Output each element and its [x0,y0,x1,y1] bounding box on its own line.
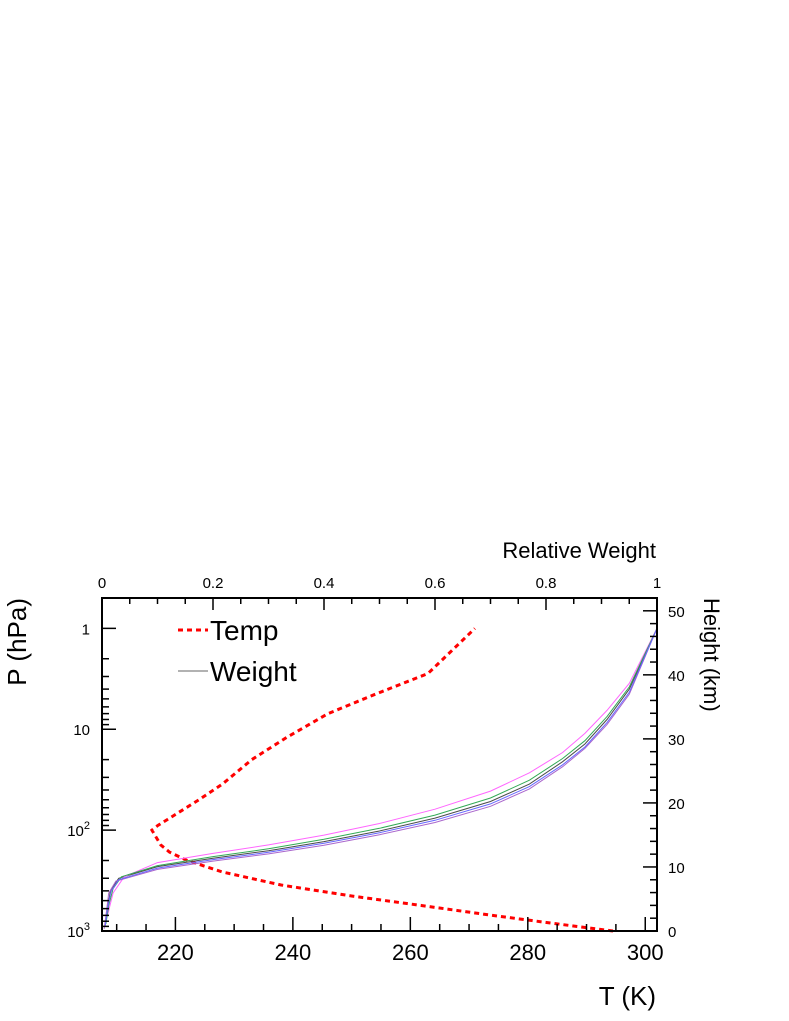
series-weight-line [104,628,658,927]
x-top-tick-label: 0.6 [425,575,446,592]
y-left-tick-exponent: 3 [84,921,90,933]
y-left-tick-label: 102 [67,820,90,840]
legend-temp-label: Temp [210,615,278,646]
y-left-tick-label: 10 [73,722,90,739]
y-right-tick-label: 30 [668,732,685,749]
y-left-tick-label: 103 [67,921,90,941]
x-bottom-tick-label: 300 [627,940,664,965]
legend: Temp Weight [178,615,297,687]
series-weight-variant-5-line [104,628,658,926]
y-right-tick-label: 40 [668,668,685,685]
y-axis-right-title: Height (km) [699,598,724,712]
x-bottom-tick-label: 220 [157,940,194,965]
y-left-tick-exponent: 2 [84,820,90,832]
plot-frame [101,597,658,932]
x-top-tick-label: 0.8 [536,575,557,592]
x-bottom-tick-label: 260 [392,940,429,965]
series-layer [103,627,658,933]
x-top-tick-label: 0 [98,575,106,592]
x-top-tick-label: 1 [653,575,661,592]
y-right-tick-label: 10 [668,860,685,877]
series-temp-line [149,627,614,933]
x-axis-top-title: Relative Weight [502,538,656,563]
y-right-tick-label: 20 [668,796,685,813]
y-left-tick-label: 1 [82,621,90,638]
x-bottom-tick-label: 240 [275,940,312,965]
x-top-tick-label: 0.4 [314,575,335,592]
series-weight-variant-2-line [107,628,658,916]
series-weight-variant-3-line [105,628,658,924]
x-top-tick-label: 0.2 [203,575,224,592]
y-right-tick-label: 50 [668,604,685,621]
legend-weight-label: Weight [210,656,297,687]
x-axis-bottom-title: T (K) [599,981,656,1011]
series-weight-variant-4-line [103,628,658,929]
y-axis-left-title: P (hPa) [2,598,32,686]
x-bottom-tick-label: 280 [509,940,546,965]
y-right-tick-label: 0 [668,924,676,941]
